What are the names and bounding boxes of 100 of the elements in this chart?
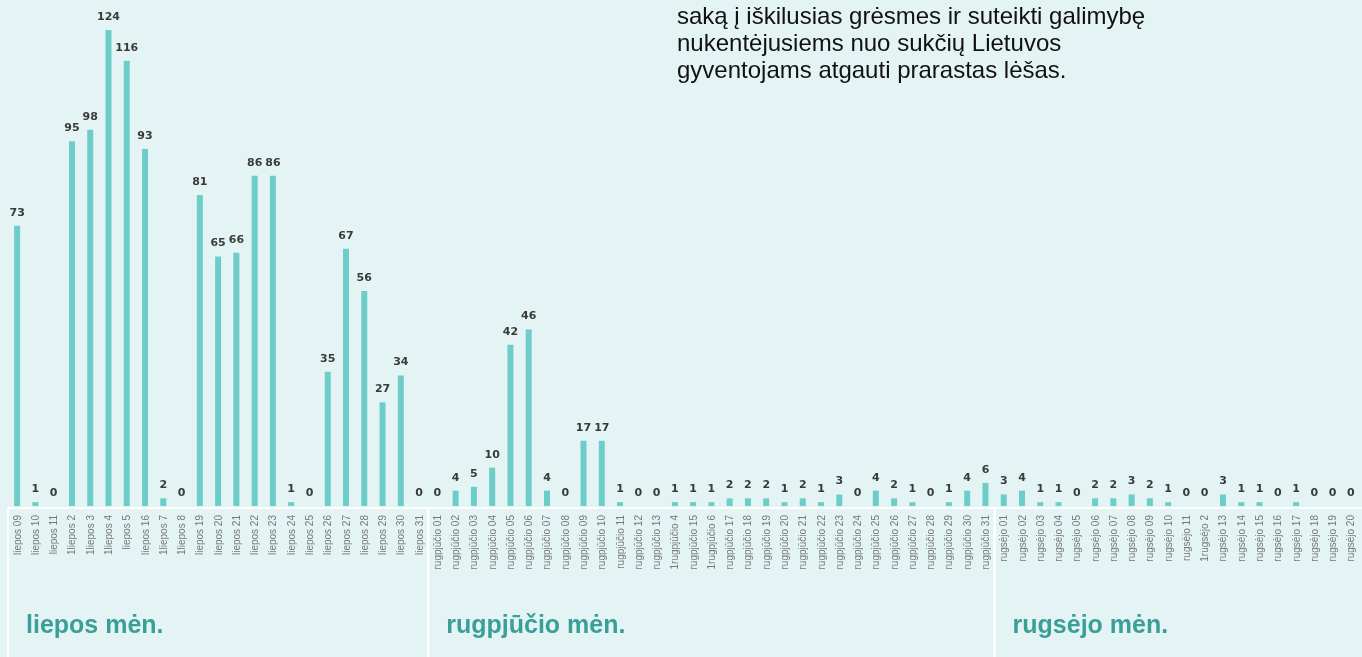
bar	[1037, 502, 1044, 506]
data-label: 73	[9, 205, 25, 219]
annotation: saką į iškilusias grėsmes ir suteikti galimybę nukentėjusiems nuo sukčių Lietuvos gyventojams atgauti prarastas lėšas.	[677, 2, 1152, 83]
data-label: 0	[561, 486, 570, 499]
bar	[1110, 498, 1117, 506]
bar	[489, 467, 496, 506]
bar	[1092, 498, 1099, 506]
data-label: 4	[543, 470, 552, 484]
bar	[543, 490, 550, 506]
data-label: 0	[415, 486, 424, 499]
data-label: 1	[1255, 482, 1264, 496]
x-tick-label: rugpjūčio 17	[724, 514, 736, 570]
data-label: 4	[963, 470, 972, 484]
x-tick-label: liepos 22	[249, 514, 261, 556]
data-label: 1	[1054, 482, 1063, 496]
data-label: 0	[49, 486, 58, 499]
bar	[1128, 494, 1135, 506]
bar	[726, 498, 733, 506]
bar	[269, 175, 276, 506]
x-tick-label: rugsėjo 14	[1235, 514, 1247, 562]
x-tick-label: rugpjūčio 18	[742, 514, 754, 570]
data-label: 81	[192, 175, 208, 189]
data-label: 124	[97, 10, 121, 23]
x-tick-label: rugpjūčio 07	[541, 514, 553, 570]
x-tick-label: rugpjūčio 23	[833, 514, 845, 570]
bar	[507, 344, 514, 506]
data-label: 4	[872, 470, 881, 484]
data-label: 2	[798, 478, 807, 492]
data-label: 1	[671, 482, 679, 496]
data-label: 0	[1273, 486, 1282, 499]
data-label: 0	[853, 486, 862, 499]
x-tick-label: rugsėjo 07	[1107, 514, 1119, 562]
data-label: 42	[502, 324, 519, 338]
x-tick-label: liepos 11	[48, 514, 60, 555]
x-tick-label: liepos 28	[358, 514, 370, 556]
x-tick-label: rugpjūčio 26	[888, 514, 900, 570]
x-tick-label: rugpjūčio 13	[651, 514, 663, 570]
bar	[196, 195, 203, 506]
data-label: 2	[1091, 478, 1099, 492]
data-label: 4	[451, 470, 460, 484]
x-tick-label: rugsėjo 01	[998, 514, 1010, 562]
x-tick-label: rugpjūčio 02	[450, 514, 462, 570]
bar	[123, 60, 130, 506]
x-tick-label: rugpjūčio 11	[614, 514, 626, 569]
x-tick-label: rugpjūčio 29	[943, 514, 955, 570]
bar	[891, 498, 898, 506]
x-tick-label: rugpjūčio 05	[504, 514, 516, 570]
bar	[1256, 502, 1263, 506]
x-tick-label: rugpjūčio 28	[925, 514, 937, 570]
bar	[288, 502, 295, 506]
x-tick-label: liepos 31	[413, 514, 425, 556]
bar	[872, 490, 879, 506]
x-tick-label: rugpjūčio 30	[961, 514, 973, 570]
data-label: 6	[981, 462, 990, 476]
data-label: 1	[817, 482, 825, 496]
data-label: 116	[115, 40, 139, 54]
x-tick-label: liepos 24	[285, 514, 297, 556]
data-label: 1	[945, 482, 953, 496]
data-label: 56	[356, 271, 373, 285]
x-tick-label: liepos 5	[121, 514, 133, 550]
data-label: 93	[137, 129, 153, 142]
bar	[909, 502, 916, 506]
x-tick-label: liepos 29	[377, 514, 389, 556]
bar	[452, 490, 459, 506]
data-label: 2	[744, 478, 752, 492]
data-label: 1	[1292, 482, 1300, 496]
bar	[215, 256, 222, 506]
text: rugpjūčio mėn.	[446, 609, 626, 638]
x-tick-label: rugsėjo 02	[1016, 514, 1028, 562]
x-tick-label: rugpjūčio 03	[468, 514, 480, 570]
text: rugsėjo mėn.	[1012, 609, 1169, 638]
x-tick-label: rugsėjo 05	[1071, 514, 1083, 562]
x-tick-label: rugpjūčio 10	[596, 514, 608, 570]
bar	[1219, 494, 1226, 506]
bar	[160, 498, 167, 506]
data-label: 1	[707, 482, 716, 496]
data-label: 3	[835, 474, 844, 488]
data-label: 2	[762, 478, 771, 492]
bar	[105, 30, 112, 506]
data-label: 0	[652, 486, 661, 499]
x-tick-label: liepos 09	[11, 514, 23, 556]
data-label: 35	[320, 351, 336, 365]
x-tick-label: rugsėjo 15	[1254, 514, 1266, 562]
data-label: 0	[634, 486, 643, 499]
x-tick-label: rugsėjo 09	[1144, 514, 1156, 562]
x-tick-label: rugpjūčio 15	[687, 514, 699, 570]
data-label: 17	[575, 420, 592, 434]
bar	[14, 225, 21, 506]
x-tick-label: rugsėjo 19	[1327, 514, 1339, 562]
bar	[617, 502, 624, 506]
data-label: 65	[210, 236, 226, 250]
x-tick-label: 1liepos 7	[157, 514, 169, 556]
data-label: 5	[470, 466, 478, 480]
bar	[1000, 494, 1007, 506]
bar	[361, 291, 368, 506]
x-tick-label: rugpjūčio 22	[815, 514, 827, 570]
x-tick-label: liepos 10	[29, 514, 41, 556]
data-label: 1	[1036, 482, 1045, 496]
data-label: 0	[1200, 486, 1209, 499]
data-label: 3	[999, 474, 1008, 488]
